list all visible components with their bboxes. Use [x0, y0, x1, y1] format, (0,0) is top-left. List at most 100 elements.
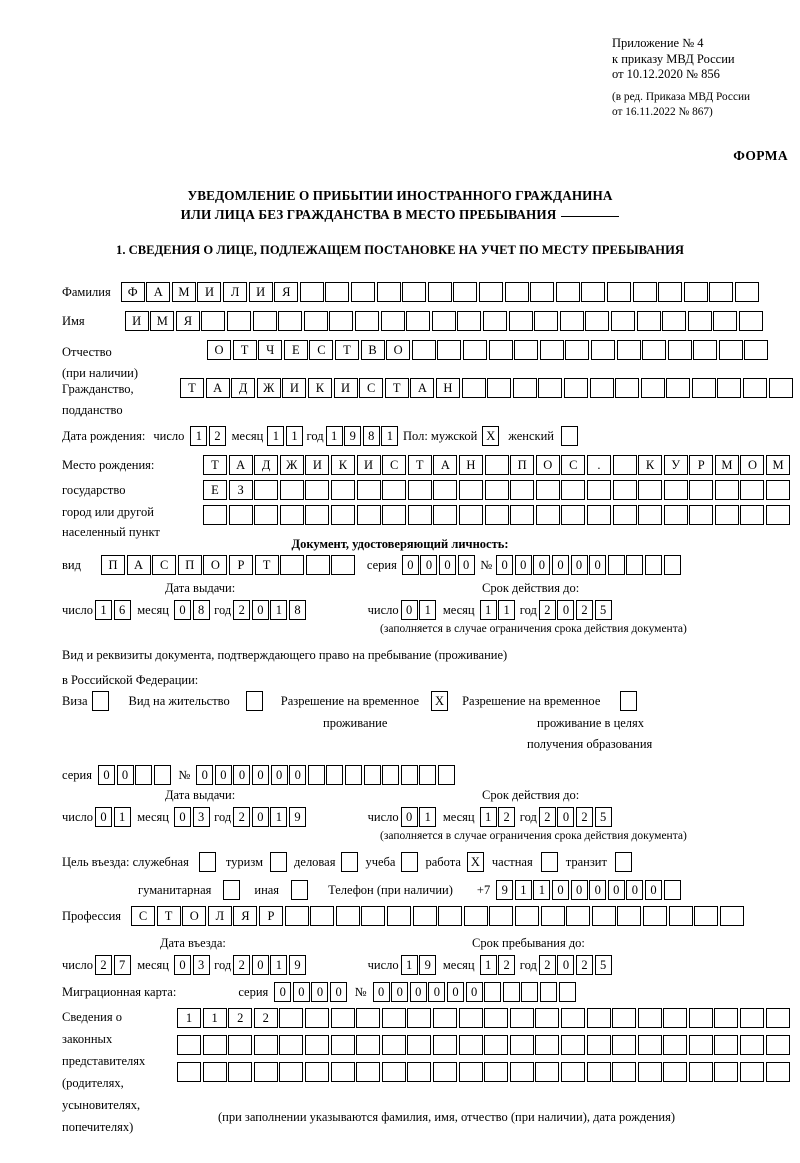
char-box[interactable]: С — [309, 340, 334, 360]
char-box[interactable] — [279, 1035, 304, 1055]
char-box[interactable]: 1 — [479, 955, 497, 975]
char-box[interactable]: 1 — [285, 426, 303, 446]
char-box[interactable] — [278, 311, 303, 331]
char-box[interactable]: 3 — [192, 807, 210, 827]
char-box[interactable] — [381, 1008, 406, 1028]
char-box[interactable] — [509, 1062, 534, 1082]
char-box[interactable]: 1 — [270, 955, 288, 975]
char-box[interactable]: 2 — [538, 955, 556, 975]
char-box[interactable]: Л — [207, 906, 232, 926]
char-box[interactable]: 1 — [400, 955, 418, 975]
char-box[interactable]: 0 — [557, 807, 575, 827]
char-box[interactable] — [740, 505, 765, 525]
char-box[interactable]: Я — [233, 906, 258, 926]
char-box[interactable] — [586, 1008, 611, 1028]
char-box[interactable] — [284, 906, 309, 926]
purpose-private-checkbox[interactable] — [540, 852, 558, 872]
char-box[interactable] — [304, 1062, 329, 1082]
char-box[interactable] — [254, 480, 279, 500]
char-box[interactable]: Ж — [279, 455, 304, 475]
char-box[interactable] — [616, 340, 641, 360]
purpose-service-checkbox[interactable] — [198, 852, 216, 872]
char-box[interactable]: 2 — [498, 955, 516, 975]
char-box[interactable] — [502, 982, 520, 1002]
char-box[interactable] — [228, 505, 253, 525]
char-box[interactable] — [433, 505, 458, 525]
char-box[interactable] — [304, 1035, 329, 1055]
char-box[interactable]: Е — [283, 340, 308, 360]
char-box[interactable]: 0 — [97, 765, 115, 785]
char-box[interactable] — [484, 1008, 509, 1028]
char-box[interactable] — [356, 505, 381, 525]
char-box[interactable] — [663, 505, 688, 525]
char-box[interactable] — [202, 1035, 227, 1055]
char-box[interactable] — [558, 982, 576, 1002]
char-box[interactable]: 0 — [589, 555, 607, 575]
char-box[interactable]: И — [356, 455, 381, 475]
char-box[interactable]: 2 — [233, 807, 251, 827]
char-box[interactable]: О — [535, 455, 560, 475]
char-box[interactable] — [612, 1035, 637, 1055]
temp-residence-edu-checkbox[interactable] — [620, 691, 638, 711]
char-box[interactable] — [626, 555, 644, 575]
char-box[interactable]: 2 — [233, 955, 251, 975]
char-box[interactable] — [305, 555, 330, 575]
char-box[interactable] — [612, 1008, 637, 1028]
char-box[interactable] — [765, 1035, 790, 1055]
sex-female-checkbox[interactable] — [560, 426, 578, 446]
char-box[interactable] — [330, 505, 355, 525]
char-box[interactable] — [307, 765, 325, 785]
char-box[interactable]: 2 — [538, 807, 556, 827]
char-box[interactable] — [252, 311, 277, 331]
char-box[interactable] — [407, 1062, 432, 1082]
char-box[interactable] — [687, 311, 712, 331]
char-box[interactable]: Ч — [258, 340, 283, 360]
sex-male-checkbox[interactable]: X — [482, 426, 500, 446]
char-box[interactable]: А — [228, 455, 253, 475]
char-box[interactable] — [615, 378, 640, 398]
char-box[interactable] — [514, 340, 539, 360]
char-box[interactable] — [310, 906, 335, 926]
char-box[interactable]: Т — [203, 455, 227, 475]
char-box[interactable] — [479, 282, 504, 302]
char-box[interactable]: 5 — [594, 955, 612, 975]
char-box[interactable] — [419, 765, 437, 785]
char-box[interactable]: 0 — [292, 982, 310, 1002]
char-box[interactable]: 0 — [289, 765, 307, 785]
char-box[interactable]: 3 — [192, 955, 210, 975]
char-box[interactable]: Ф — [120, 282, 145, 302]
char-box[interactable] — [376, 282, 401, 302]
char-box[interactable] — [227, 311, 252, 331]
char-box[interactable]: Н — [435, 378, 460, 398]
char-box[interactable]: 5 — [594, 600, 612, 620]
char-box[interactable] — [560, 1035, 585, 1055]
char-box[interactable] — [253, 1035, 278, 1055]
char-box[interactable] — [305, 505, 330, 525]
char-box[interactable] — [509, 1008, 534, 1028]
char-box[interactable] — [612, 455, 637, 475]
char-box[interactable]: 1 — [95, 600, 113, 620]
char-box[interactable]: 0 — [330, 982, 348, 1002]
char-box[interactable]: 2 — [95, 955, 113, 975]
char-box[interactable] — [458, 505, 483, 525]
char-box[interactable] — [407, 505, 432, 525]
char-box[interactable] — [586, 505, 611, 525]
char-box[interactable] — [688, 1035, 713, 1055]
char-box[interactable] — [740, 480, 765, 500]
char-box[interactable]: 0 — [400, 600, 418, 620]
char-box[interactable] — [484, 982, 502, 1002]
char-box[interactable] — [663, 880, 681, 900]
temp-residence-checkbox[interactable]: X — [431, 691, 449, 711]
char-box[interactable]: . — [586, 455, 611, 475]
char-box[interactable]: Е — [203, 480, 227, 500]
char-box[interactable]: 0 — [274, 982, 292, 1002]
char-box[interactable] — [766, 480, 791, 500]
char-box[interactable] — [666, 378, 691, 398]
char-box[interactable]: П — [177, 555, 202, 575]
char-box[interactable] — [637, 1062, 662, 1082]
char-box[interactable] — [406, 311, 431, 331]
char-box[interactable] — [663, 480, 688, 500]
char-box[interactable] — [355, 311, 380, 331]
char-box[interactable]: В — [360, 340, 385, 360]
char-box[interactable]: 0 — [428, 982, 446, 1002]
